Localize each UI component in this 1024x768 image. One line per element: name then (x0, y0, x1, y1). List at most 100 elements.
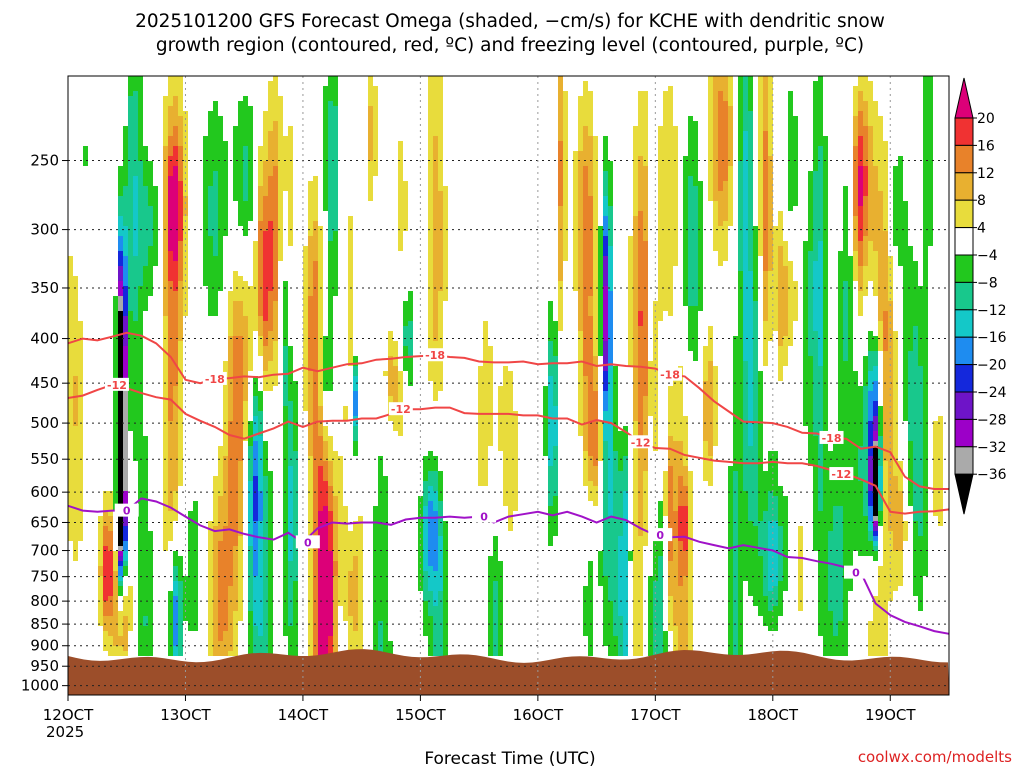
omega-cell (178, 136, 183, 141)
omega-cell (133, 171, 138, 176)
omega-cell (438, 146, 443, 151)
omega-cell (68, 366, 73, 371)
omega-cell (173, 306, 178, 311)
omega-cell (493, 591, 498, 596)
omega-cell (268, 506, 273, 511)
omega-cell (208, 286, 213, 291)
omega-cell (218, 651, 223, 656)
omega-cell (308, 301, 313, 306)
omega-cell (173, 131, 178, 136)
omega-cell (493, 631, 498, 636)
omega-cell (173, 501, 178, 506)
omega-cell (328, 141, 333, 146)
omega-cell (233, 286, 238, 291)
omega-cell (248, 586, 253, 591)
omega-cell (78, 356, 83, 361)
omega-cell (128, 291, 133, 296)
omega-cell (438, 131, 443, 136)
omega-cell (218, 286, 223, 291)
omega-cell (138, 226, 143, 231)
omega-cell (213, 626, 218, 631)
omega-cell (118, 311, 123, 316)
omega-cell (168, 306, 173, 311)
omega-cell (313, 211, 318, 216)
omega-cell (328, 76, 333, 81)
omega-cell (168, 176, 173, 181)
omega-cell (583, 351, 588, 356)
omega-cell (273, 246, 278, 251)
omega-cell (433, 161, 438, 166)
omega-cell (213, 476, 218, 481)
omega-cell (283, 341, 288, 346)
omega-cell (138, 576, 143, 581)
omega-cell (163, 161, 168, 166)
omega-cell (303, 396, 308, 401)
omega-cell (428, 111, 433, 116)
omega-cell (578, 236, 583, 241)
omega-cell (138, 346, 143, 351)
omega-cell (333, 461, 338, 466)
omega-cell (318, 391, 323, 396)
omega-cell (308, 466, 313, 471)
omega-cell (373, 556, 378, 561)
omega-cell (438, 301, 443, 306)
omega-cell (253, 266, 258, 271)
omega-cell (433, 216, 438, 221)
omega-cell (418, 496, 423, 501)
omega-cell (168, 291, 173, 296)
omega-cell (233, 501, 238, 506)
omega-cell (138, 251, 143, 256)
omega-cell (118, 421, 123, 426)
omega-cell (138, 151, 143, 156)
omega-cell (373, 546, 378, 551)
omega-cell (313, 586, 318, 591)
omega-cell (113, 586, 118, 591)
omega-cell (98, 576, 103, 581)
omega-cell (168, 76, 173, 81)
omega-cell (208, 291, 213, 296)
omega-cell (248, 481, 253, 486)
omega-cell (188, 621, 193, 626)
omega-cell (263, 131, 268, 136)
omega-cell (318, 636, 323, 641)
omega-cell (268, 576, 273, 581)
omega-cell (373, 86, 378, 91)
omega-cell (253, 551, 258, 556)
omega-cell (233, 316, 238, 321)
omega-cell (218, 531, 223, 536)
omega-cell (588, 146, 593, 151)
omega-cell (238, 376, 243, 381)
omega-cell (248, 121, 253, 126)
omega-cell (268, 611, 273, 616)
omega-cell (138, 206, 143, 211)
omega-cell (353, 566, 358, 571)
omega-cell (353, 446, 358, 451)
omega-cell (108, 626, 113, 631)
omega-cell (128, 326, 133, 331)
omega-cell (283, 146, 288, 151)
omega-cell (573, 216, 578, 221)
omega-cell (268, 241, 273, 246)
omega-cell (443, 196, 448, 201)
omega-cell (308, 581, 313, 586)
omega-cell (228, 366, 233, 371)
omega-cell (173, 291, 178, 296)
omega-cell (113, 646, 118, 651)
omega-cell (583, 466, 588, 471)
omega-cell (173, 251, 178, 256)
omega-cell (128, 356, 133, 361)
omega-cell (253, 296, 258, 301)
omega-cell (358, 626, 363, 631)
omega-cell (383, 546, 388, 551)
omega-cell (288, 506, 293, 511)
omega-cell (328, 116, 333, 121)
omega-cell (193, 581, 198, 586)
omega-cell (383, 566, 388, 571)
omega-cell (578, 326, 583, 331)
omega-cell (128, 86, 133, 91)
omega-cell (353, 406, 358, 411)
omega-cell (388, 371, 393, 376)
omega-cell (588, 306, 593, 311)
omega-cell (168, 626, 173, 631)
omega-cell (153, 246, 158, 251)
